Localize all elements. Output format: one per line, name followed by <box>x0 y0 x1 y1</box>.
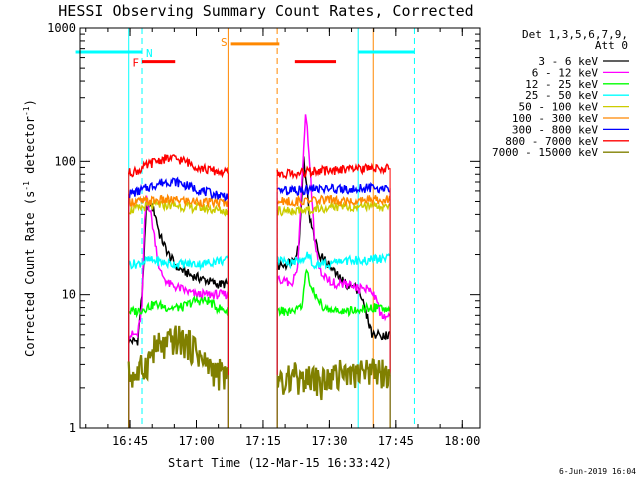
legend-entry-label: 100 - 300 keV <box>512 112 598 125</box>
x-tick-label: 17:45 <box>378 434 414 448</box>
x-tick-label: 17:00 <box>178 434 214 448</box>
legend-entry-label: 25 - 50 keV <box>525 89 598 102</box>
legend-header-attenuator: Att 0 <box>595 39 628 52</box>
legend-entry-label: 300 - 800 keV <box>512 123 598 136</box>
y-tick-label: 1000 <box>47 21 76 35</box>
legend-entry-label: 6 - 12 keV <box>532 66 599 79</box>
series-line <box>127 255 229 272</box>
y-axis-label-exponent: -1 <box>22 106 31 116</box>
x-tick-label: 18:00 <box>444 434 480 448</box>
x-tick-label: 17:30 <box>311 434 347 448</box>
y-axis-label-part: Corrected Count Rate (s <box>23 191 37 357</box>
series-line <box>128 295 229 319</box>
flag-label: S <box>221 36 228 49</box>
y-axis-label-part: detector <box>23 116 37 181</box>
series-line <box>127 200 229 346</box>
y-tick-label: 100 <box>54 154 76 168</box>
legend-header-detectors: Det 1,3,5,6,7,9, <box>522 28 628 41</box>
plot-area <box>75 28 415 428</box>
series-line <box>128 195 229 340</box>
series-line <box>277 268 391 318</box>
series-line <box>127 154 229 179</box>
flag-label: F <box>132 57 139 70</box>
series-line <box>128 176 229 202</box>
y-tick-label: 10 <box>62 288 76 302</box>
legend-entry-label: 3 - 6 keV <box>538 55 598 68</box>
legend-entry-label: 12 - 25 keV <box>525 78 598 91</box>
series-line <box>276 114 391 322</box>
x-tick-label: 17:15 <box>245 434 281 448</box>
series-line <box>276 200 391 217</box>
flag-label: N <box>146 47 153 60</box>
y-axis-label: Corrected Count Rate (s-1 detector-1) <box>22 99 37 357</box>
legend-entry-label: 800 - 7000 keV <box>505 135 598 148</box>
chart-title: HESSI Observing Summary Count Rates, Cor… <box>58 2 473 20</box>
date-stamp: 6-Jun-2019 16:04 <box>559 467 636 476</box>
series-line <box>276 251 391 271</box>
plot-frame <box>79 27 481 429</box>
y-axis-label-part: ) <box>23 99 37 106</box>
series-line <box>276 162 390 180</box>
y-axis-label-exponent: -1 <box>22 181 31 191</box>
y-tick-label: 1 <box>69 421 76 435</box>
series-line <box>276 181 391 196</box>
x-axis-label: Start Time (12-Mar-15 16:33:42) <box>168 456 392 470</box>
legend-entry-label: 50 - 100 keV <box>519 101 599 114</box>
y-axis-label-group: Corrected Count Rate (s-1 detector-1) <box>22 99 37 357</box>
series-line <box>276 358 391 401</box>
legend-entry-label: 7000 - 15000 keV <box>492 146 598 159</box>
series-line <box>276 156 391 341</box>
series-line <box>128 198 229 217</box>
x-tick-label: 16:45 <box>112 434 148 448</box>
series-line <box>276 193 391 208</box>
series-line <box>127 325 229 391</box>
